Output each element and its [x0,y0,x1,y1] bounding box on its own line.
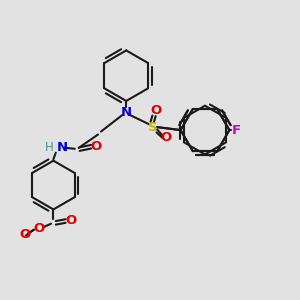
Text: O: O [19,228,31,241]
Text: O: O [91,140,102,153]
Text: O: O [161,131,172,144]
Text: H: H [45,141,53,154]
Text: O: O [66,214,77,227]
Text: F: F [231,124,241,136]
Text: O: O [34,222,45,235]
Text: O: O [150,104,162,117]
Text: N: N [56,141,68,154]
Text: S: S [148,121,158,134]
Text: N: N [121,106,132,119]
